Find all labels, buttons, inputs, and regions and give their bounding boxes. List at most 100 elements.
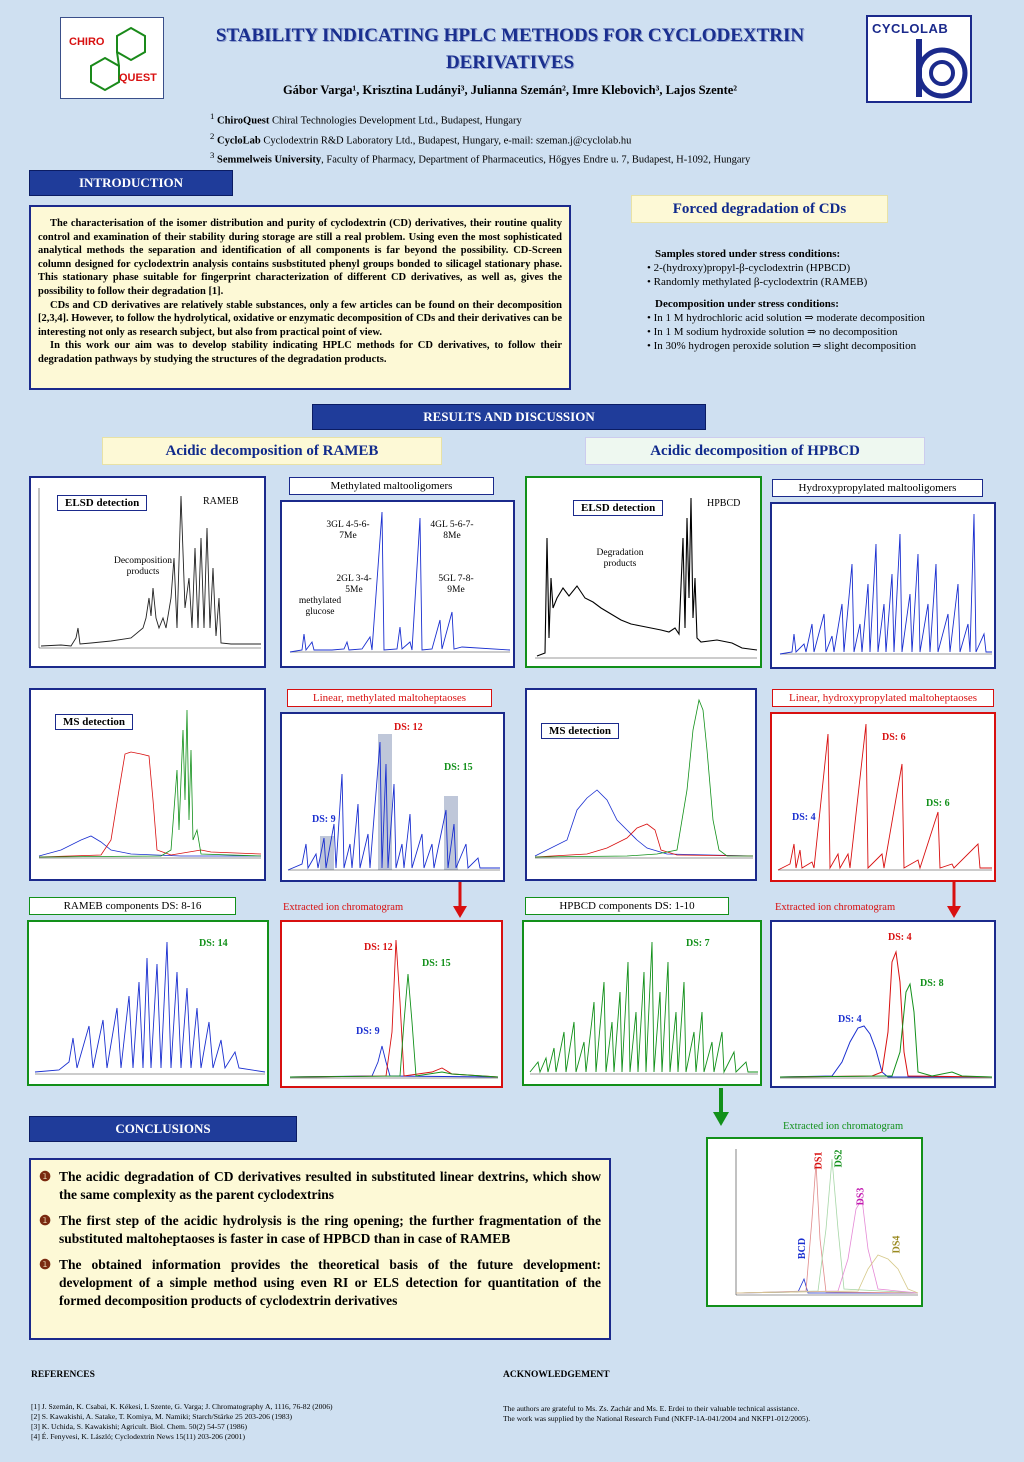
rameb-elsd-chromatogram (38, 488, 261, 649)
affiliation-3: 3 Semmelweis University, Faculty of Phar… (210, 150, 751, 166)
rameb-components-label: RAMEB components DS: 8-16 (29, 897, 236, 915)
eic-ds4-red-label: DS: 4 (888, 932, 912, 943)
reference-item: [4] É. Fenyvesi, K. László; Cyclodextrin… (31, 1432, 245, 1441)
linear-hp-panel: DS: 6 DS: 6 DS: 4 (770, 712, 996, 882)
ds15-label: DS: 15 (444, 762, 473, 773)
ms-detection-label: MS detection (55, 714, 134, 730)
hpbcd-elsd-panel: ELSD detection HPBCD Degradation product… (525, 476, 762, 668)
decomposition-list: In 1 M hydrochloric acid solution ⇒ mode… (633, 311, 1003, 353)
eic-ds8-label: DS: 8 (920, 978, 944, 989)
introduction-box: The characterisation of the isomer distr… (29, 205, 571, 390)
ds14-label: DS: 14 (199, 938, 228, 949)
eic-label-hpbcd: Extracted ion chromatogram (775, 902, 896, 913)
conclusions-box: ❶ The acidic degradation of CD derivative… (29, 1158, 611, 1340)
chiroquest-logo: CHIRO QUEST (60, 17, 164, 99)
reference-item: [2] S. Kawakishi, A. Satake, T. Komiya, … (31, 1412, 293, 1421)
methylated-maltooligomers-label: Methylated maltooligomers (289, 477, 494, 495)
eic-components-chromatogram (735, 1149, 919, 1296)
cyclolab-logo: CYCLOLAB (866, 15, 972, 103)
rameb-components-panel: DS: 14 (27, 920, 269, 1086)
conclusion-item: ❶ The first step of the acidic hydrolysis… (39, 1213, 601, 1246)
ds4-label: DS: 4 (792, 812, 816, 823)
ds7-label: DS: 7 (686, 938, 710, 949)
results-heading: RESULTS AND DISCUSSION (312, 404, 706, 430)
bullet-icon: ❶ (39, 1169, 52, 1184)
logo-chiro-text: CHIRO (69, 36, 105, 48)
logo-quest-text: QUEST (119, 72, 157, 84)
intro-paragraph-1: The characterisation of the isomer distr… (38, 218, 562, 297)
hp-maltooligomers-label: Hydroxypropylated maltooligomers (772, 479, 983, 497)
linear-methylated-panel: DS: 12 DS: 15 DS: 9 (280, 712, 505, 882)
eic-rameb-panel: DS: 12 DS: 15 DS: 9 (280, 920, 503, 1088)
intro-paragraph-2: CDs and CD derivatives are relatively st… (38, 299, 562, 338)
eic-label-components: Extracted ion chromatogram (783, 1121, 904, 1132)
sample-item: 2-(hydroxy)propyl-β-cyclodextrin (HPBCD) (647, 261, 1003, 275)
acknowledgement-text: The authors are grateful to Ms. Zs. Zach… (503, 1404, 963, 1424)
eic-components-panel: BCD DS1 DS2 DS3 DS4 (706, 1137, 923, 1307)
hpbcd-components-panel: DS: 7 (522, 920, 762, 1086)
hpbcd-ms-panel: MS detection (525, 688, 757, 881)
annotation-5gl: 5GL 7-8-9Me (438, 574, 474, 595)
title-line2: DERIVATIVES (445, 52, 575, 73)
acknowledgement-item: The work was supplied by the National Re… (503, 1414, 811, 1423)
eic-ds4-blue-label: DS: 4 (838, 1014, 862, 1025)
hpbcd-peak-label: HPBCD (707, 498, 741, 509)
affiliation-2: 2 CycloLab Cyclodextrin R&D Laboratory L… (210, 130, 632, 147)
hpbcd-components-chromatogram (529, 941, 758, 1075)
acknowledgement-item: The authors are grateful to Ms. Zs. Zach… (503, 1404, 800, 1413)
acknowledgement-heading: ACKNOWLEDGEMENT (503, 1370, 610, 1380)
hpbcd-components-label: HPBCD components DS: 1-10 (525, 897, 729, 915)
samples-list: 2-(hydroxy)propyl-β-cyclodextrin (HPBCD)… (633, 261, 1003, 289)
hpbcd-heading: Acidic decomposition of HPBCD (585, 437, 925, 465)
bullet-icon: ❶ (39, 1257, 52, 1272)
linear-hp-chromatogram (777, 723, 992, 871)
arrow-down-icon (713, 1088, 729, 1126)
eic-ds12-label: DS: 12 (364, 942, 393, 953)
methylated-maltooligomers-chromatogram (289, 511, 511, 653)
references-list: [1] J. Szemán, K. Csabai, K. Kékesi, L S… (31, 1402, 471, 1442)
ds1-label: DS1 (813, 1151, 825, 1170)
degradation-products-label: Degradation products (596, 548, 644, 569)
arrow-down-icon (453, 882, 467, 918)
logo-cyclolab-text: CYCLOLAB (872, 21, 949, 36)
ds2-label: DS2 (833, 1149, 845, 1168)
hpbcd-ms-chromatogram (534, 698, 754, 859)
rameb-ms-panel: MS detection (29, 688, 266, 881)
annotation-2gl: 2GL 3-4-5Me (336, 574, 372, 595)
decomposition-item: In 1 M hydrochloric acid solution ⇒ mode… (647, 311, 1003, 325)
arrow-down-icon (947, 882, 961, 918)
ds9-label: DS: 9 (312, 814, 336, 825)
hp-maltooligomers-chromatogram (779, 513, 992, 655)
affiliations: 1 ChiroQuest Chiral Technologies Develop… (210, 109, 870, 168)
linear-hp-maltoheptaoses-label: Linear, hydroxypropylated maltoheptaoses (772, 689, 994, 707)
decomposition-item: In 1 M sodium hydroxide solution ⇒ no de… (647, 325, 1003, 339)
hpbcd-elsd-chromatogram (535, 497, 758, 659)
elsd-detection-label: ELSD detection (57, 495, 148, 511)
forced-degradation-heading: Forced degradation of CDs (631, 195, 888, 223)
annotation-3gl: 3GL 4-5-6-7Me (326, 520, 370, 541)
cyclolab-emblem (916, 39, 968, 99)
reference-item: [3] K. Uchida, S. Kawakishi; Agricult. B… (31, 1422, 247, 1431)
title-line1: STABILITY INDICATING HPLC METHODS FOR CY… (215, 25, 805, 46)
ds6-label: DS: 6 (882, 732, 906, 743)
samples-heading: Samples stored under stress conditions: (655, 248, 841, 260)
affiliation-1: 1 ChiroQuest Chiral Technologies Develop… (210, 111, 522, 127)
eic-hpbcd-chromatogram (779, 950, 993, 1079)
bcd-label: BCD (797, 1237, 809, 1260)
chiroquest-logo-graphic (61, 18, 163, 98)
sample-item: Randomly methylated β-cyclodextrin (RAME… (647, 275, 1003, 289)
reference-item: [1] J. Szemán, K. Csabai, K. Kékesi, L S… (31, 1402, 333, 1411)
rameb-peak-label: RAMEB (203, 496, 239, 507)
rameb-elsd-panel: ELSD detection RAMEB Decomposition produ… (29, 476, 266, 668)
decomposition-products-label: Decomposition products (113, 556, 173, 577)
forced-degradation-text: Samples stored under stress conditions: … (633, 247, 1003, 361)
rameb-components-chromatogram (34, 941, 266, 1075)
introduction-heading: INTRODUCTION (29, 170, 233, 196)
conclusions-heading: CONCLUSIONS (29, 1116, 297, 1142)
eic-ds15-label: DS: 15 (422, 958, 451, 969)
references-heading: REFERENCES (31, 1370, 95, 1380)
eic-ds9-label: DS: 9 (356, 1026, 380, 1037)
ds6b-label: DS: 6 (926, 798, 950, 809)
annotation-4gl: 4GL 5-6-7-8Me (430, 520, 474, 541)
rameb-heading: Acidic decomposition of RAMEB (102, 437, 442, 465)
